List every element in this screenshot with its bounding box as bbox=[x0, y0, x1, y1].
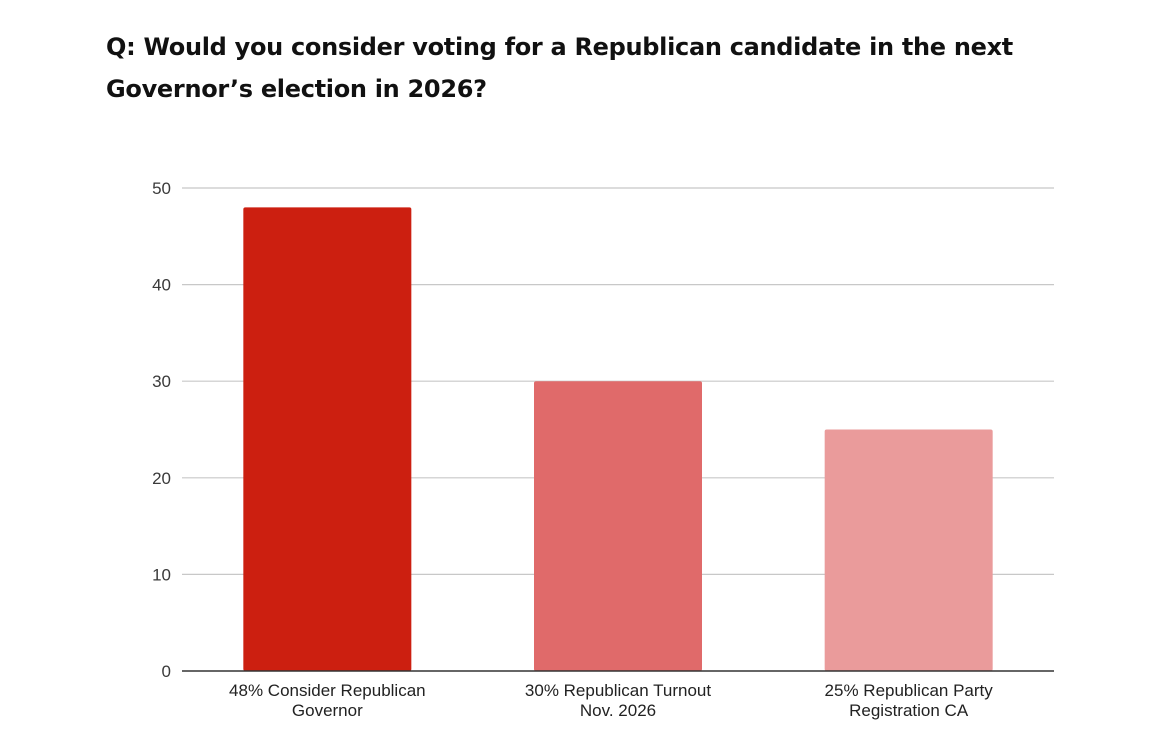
y-tick-label: 20 bbox=[152, 469, 171, 488]
bar bbox=[534, 381, 702, 671]
x-category-label: Nov. 2026 bbox=[580, 701, 656, 720]
y-tick-label: 50 bbox=[152, 179, 171, 198]
labels: 0 10 20 30 40 50 48% Consider RepublicanGovern… bbox=[152, 179, 993, 720]
bar bbox=[824, 429, 993, 671]
x-category-label: 30% Republican Turnout bbox=[525, 681, 711, 700]
y-tick-label: 40 bbox=[152, 276, 171, 295]
x-category-label: 25% Republican Party bbox=[825, 681, 994, 700]
x-category-label: 48% Consider Republican bbox=[229, 681, 426, 700]
x-category-label: Registration CA bbox=[849, 701, 969, 720]
bar bbox=[243, 207, 412, 671]
x-category-label: Governor bbox=[292, 701, 363, 720]
bars bbox=[243, 207, 993, 671]
y-tick-label: 10 bbox=[152, 565, 171, 584]
chart-title: Q: Would you consider voting for a Repub… bbox=[106, 33, 1013, 103]
y-tick-label: 30 bbox=[152, 372, 171, 391]
y-tick-label: 0 bbox=[162, 662, 171, 681]
